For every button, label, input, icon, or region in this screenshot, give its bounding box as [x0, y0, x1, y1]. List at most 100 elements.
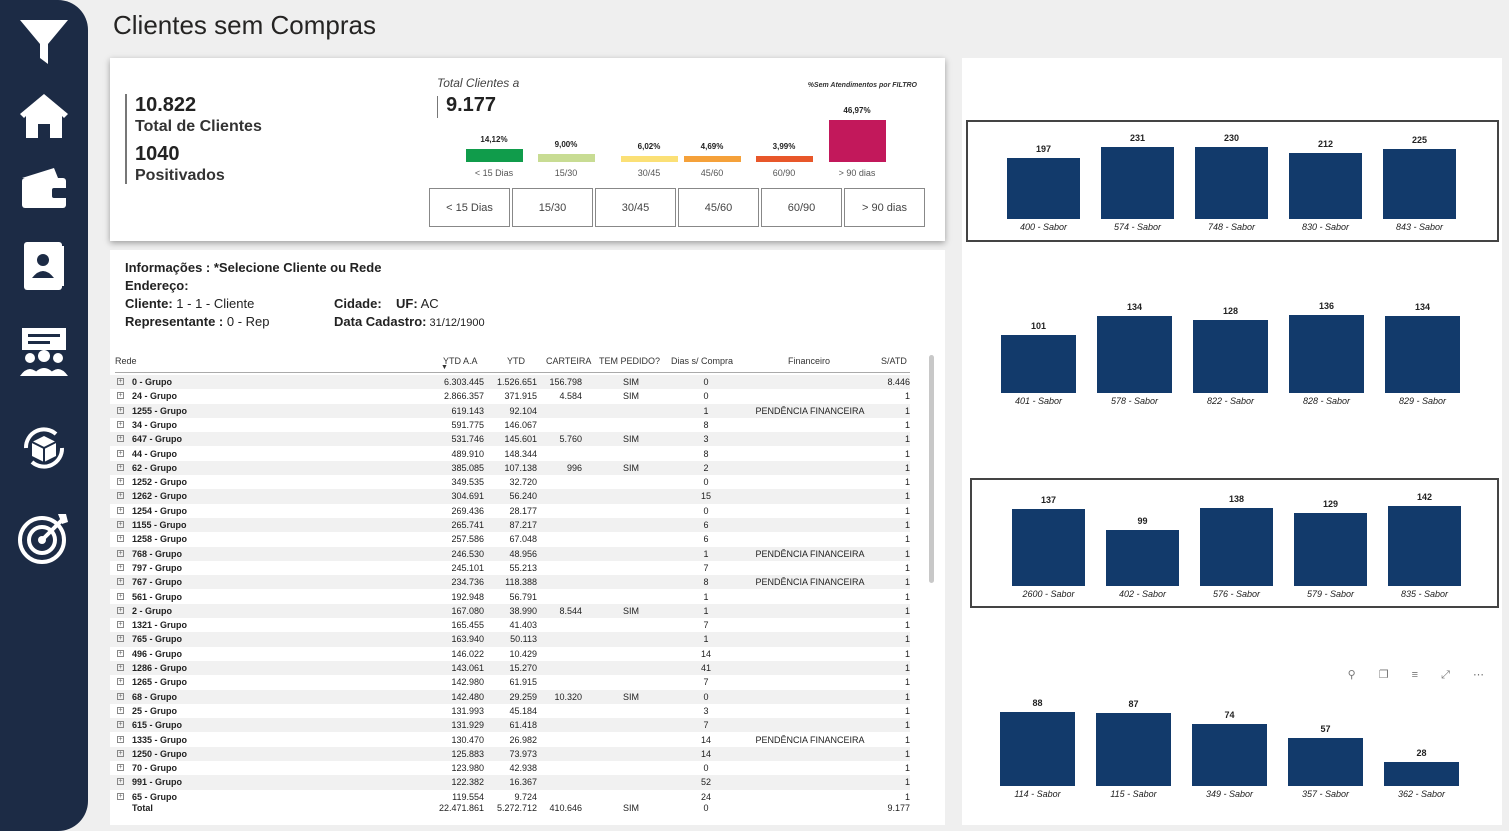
expand-icon[interactable]: + [117, 378, 124, 385]
table-row[interactable]: +1286 - Grupo 143.061 15.270 41 1 [110, 661, 910, 676]
expand-icon[interactable]: + [117, 463, 124, 471]
expand-icon[interactable]: + [117, 578, 124, 586]
col-rede-header[interactable]: Rede [115, 356, 137, 366]
expand-icon[interactable]: + [117, 549, 124, 557]
expand-icon[interactable]: + [117, 406, 124, 414]
table-row[interactable]: +647 - Grupo 531.746 145.601 5.760 SIM 3 1 [110, 432, 910, 447]
expand-icon[interactable]: + [117, 449, 124, 457]
visual-toolbar[interactable]: ⚲ ❐ ≡ ⤢ ⋯ [1347, 669, 1494, 681]
mini-bar-group[interactable]: 9,00% 15/30 [530, 58, 602, 178]
team-presentation-icon[interactable] [14, 322, 74, 382]
expand-icon[interactable]: + [117, 478, 124, 486]
expand-icon[interactable]: + [117, 721, 124, 729]
chart-bar[interactable] [1007, 158, 1080, 219]
expand-icon[interactable]: + [117, 606, 124, 614]
table-row[interactable]: +496 - Grupo 146.022 10.429 14 1 [110, 647, 910, 661]
table-row[interactable]: +1335 - Grupo 130.470 26.982 14 PENDÊNCIA FI… [110, 733, 910, 747]
segment-button[interactable]: 45/60 [678, 188, 759, 227]
table-row[interactable]: +615 - Grupo 131.929 61.418 7 1 [110, 718, 910, 733]
table-row[interactable]: +768 - Grupo 246.530 48.956 1 PENDÊNCIA FINA… [110, 546, 910, 561]
chart-bar[interactable] [1101, 147, 1174, 219]
target-icon[interactable] [14, 508, 74, 568]
chart-bar[interactable] [1106, 530, 1179, 586]
col-ytd-aa-header[interactable]: YTD A.A [443, 356, 478, 366]
chart-bar[interactable] [1288, 738, 1363, 786]
segment-button[interactable]: > 90 dias [844, 188, 925, 227]
table-row[interactable]: +1254 - Grupo 269.436 28.177 0 1 [110, 504, 910, 518]
table-row[interactable]: +1155 - Grupo 265.741 87.217 6 1 [110, 518, 910, 533]
mini-bar-group[interactable]: 4,69% 45/60 [676, 58, 748, 178]
table-row[interactable]: +991 - Grupo 122.382 16.367 52 1 [110, 775, 910, 790]
table-row[interactable]: +34 - Grupo 591.775 146.067 8 1 [110, 418, 910, 432]
col-ytd-header[interactable]: YTD [507, 356, 525, 366]
expand-icon[interactable]: + [117, 420, 124, 428]
wallet-icon[interactable] [14, 158, 74, 218]
table-row[interactable]: +1252 - Grupo 349.535 32.720 0 1 [110, 475, 910, 489]
expand-icon[interactable]: + [117, 592, 124, 600]
table-row[interactable]: +561 - Grupo 192.948 56.791 1 1 [110, 590, 910, 604]
chart-bar[interactable] [1384, 762, 1459, 786]
table-row[interactable]: +1321 - Grupo 165.455 41.403 7 1 [110, 618, 910, 632]
expand-icon[interactable]: + [117, 735, 124, 743]
table-row[interactable]: +0 - Grupo 6.303.445 1.526.651 156.798 SIM 0 8… [110, 375, 910, 390]
col-dias-header[interactable]: Dias s/ Compra [671, 356, 734, 366]
table-row[interactable]: +767 - Grupo 234.736 118.388 8 PENDÊNCIA FIN… [110, 575, 910, 590]
table-row[interactable]: +24 - Grupo 2.866.357 371.915 4.584 SIM 0 1 [110, 389, 910, 403]
chart-bar[interactable] [1097, 316, 1172, 393]
col-financeiro-header[interactable]: Financeiro [788, 356, 831, 366]
chart-bar[interactable] [1388, 506, 1461, 586]
expand-icon[interactable]: + [117, 678, 124, 686]
table-row[interactable]: +68 - Grupo 142.480 29.259 10.320 SIM 0 1 [110, 689, 910, 704]
expand-icon[interactable]: + [117, 435, 124, 443]
table-row[interactable]: +1255 - Grupo 619.143 92.104 1 PENDÊNCIA FIN… [110, 403, 910, 418]
table-row[interactable]: +1250 - Grupo 125.883 73.973 14 1 [110, 746, 910, 762]
chart-bar[interactable] [1385, 316, 1460, 393]
table-row[interactable]: +25 - Grupo 131.993 45.184 3 1 [110, 704, 910, 718]
expand-icon[interactable]: + [117, 621, 124, 629]
expand-icon[interactable]: + [117, 392, 124, 400]
col-carteira-header[interactable]: CARTEIRA [546, 356, 592, 366]
chart-bar[interactable] [1383, 149, 1456, 219]
expand-icon[interactable]: + [117, 764, 124, 772]
col-satd-header[interactable]: S/ATD [881, 356, 907, 366]
expand-icon[interactable]: + [117, 649, 124, 657]
expand-icon[interactable]: + [117, 749, 124, 757]
expand-icon[interactable]: + [117, 506, 124, 514]
table-scrollbar[interactable] [929, 355, 934, 583]
chart-bar[interactable] [1289, 153, 1362, 219]
table-row[interactable]: +1262 - Grupo 304.691 56.240 15 1 [110, 489, 910, 504]
table-row[interactable]: +2 - Grupo 167.080 38.990 8.544 SIM 1 1 [110, 603, 910, 619]
expand-icon[interactable]: + [117, 664, 124, 671]
segment-button[interactable]: 30/45 [595, 188, 676, 227]
chart-bar[interactable] [1192, 724, 1267, 786]
table-total-row[interactable]: Total 22.471.861 5.272.712 410.646 SIM 0 9.177 [110, 801, 910, 815]
expand-icon[interactable]: + [117, 706, 124, 714]
table-row[interactable]: +65 - Grupo 119.554 9.724 24 1 [110, 790, 910, 804]
expand-icon[interactable]: + [117, 635, 124, 643]
expand-icon[interactable]: + [117, 692, 124, 700]
expand-icon[interactable]: + [117, 535, 124, 543]
chart-bar[interactable] [1001, 335, 1076, 393]
table-row[interactable]: +1265 - Grupo 142.980 61.915 7 1 [110, 675, 910, 689]
filter-icon[interactable] [14, 12, 74, 72]
table-row[interactable]: +1258 - Grupo 257.586 67.048 6 1 [110, 532, 910, 546]
chart-bar[interactable] [1000, 712, 1075, 786]
chart-bar[interactable] [1200, 508, 1273, 586]
chart-bar[interactable] [1012, 509, 1085, 586]
mini-bar-group[interactable]: 3,99% 60/90 [748, 58, 820, 178]
table-row[interactable]: +765 - Grupo 163.940 50.113 1 1 [110, 632, 910, 647]
segment-button[interactable]: 60/90 [761, 188, 842, 227]
table-row[interactable]: +70 - Grupo 123.980 42.938 0 1 [110, 761, 910, 775]
segment-button[interactable]: < 15 Dias [429, 188, 510, 227]
chart-bar[interactable] [1193, 320, 1268, 393]
expand-icon[interactable]: + [117, 563, 124, 571]
home-icon[interactable] [14, 86, 74, 146]
chart-bar[interactable] [1096, 713, 1171, 786]
segment-button[interactable]: 15/30 [512, 188, 593, 227]
mini-bar-group[interactable]: 6,02% 30/45 [613, 58, 685, 178]
box-cycle-icon[interactable] [14, 418, 74, 478]
mini-bar-group[interactable]: 46,97% > 90 dias [821, 58, 893, 178]
mini-bar-group[interactable]: 14,12% < 15 Dias [458, 58, 530, 178]
chart-bar[interactable] [1289, 315, 1364, 393]
expand-icon[interactable]: + [117, 521, 124, 528]
